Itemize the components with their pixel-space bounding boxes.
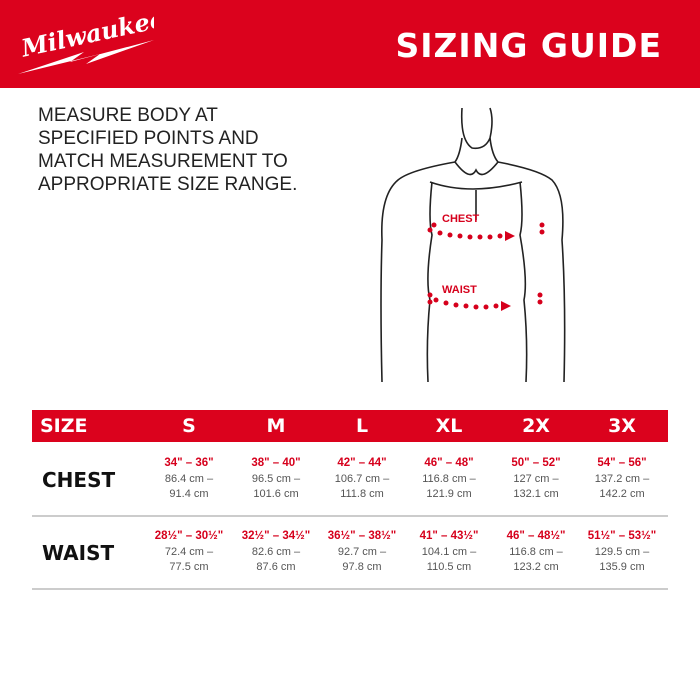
table-cell: 28½" – 30½" 72.4 cm – 77.5 cm — [153, 530, 225, 575]
cm-value: 86.4 cm – 91.4 cm — [164, 473, 214, 500]
size-header: SIZE — [40, 415, 88, 437]
table-cell: 38" – 40" 96.5 cm – 101.6 cm — [240, 457, 312, 502]
inches-value: 32½" – 34½" — [241, 530, 311, 542]
chest-label: CHEST — [442, 213, 480, 225]
cm-value: 92.7 cm – 97.8 cm — [337, 546, 387, 573]
header-banner: Milwaukee SIZING GUIDE — [0, 0, 700, 88]
row-label-chest: CHEST — [42, 468, 116, 492]
table-cell: 34" – 36" 86.4 cm – 91.4 cm — [153, 457, 225, 502]
cm-value: 72.4 cm – 77.5 cm — [164, 546, 214, 573]
instructions-text: MEASURE BODY AT SPECIFIED POINTS AND MAT… — [38, 105, 298, 195]
inches-value: 51½" – 53½" — [587, 530, 657, 542]
cm-value: 127 cm – 132.1 cm — [513, 473, 559, 500]
cm-value: 116.8 cm – 123.2 cm — [509, 546, 563, 573]
table-cell: 51½" – 53½" 129.5 cm – 135.9 cm — [586, 530, 658, 575]
size-s: S — [182, 415, 196, 437]
inches-value: 54" – 56" — [597, 457, 647, 469]
inches-value: 42" – 44" — [337, 457, 387, 469]
milwaukee-logo: Milwaukee — [14, 4, 167, 81]
inches-value: 38" – 40" — [251, 457, 301, 469]
size-3x: 3X — [608, 415, 636, 437]
table-cell: 42" – 44" 106.7 cm – 111.8 cm — [326, 457, 398, 502]
table-cell: 46" – 48½" 116.8 cm – 123.2 cm — [500, 530, 572, 575]
row-divider — [32, 588, 668, 590]
cm-value: 82.6 cm – 87.6 cm — [251, 546, 301, 573]
table-cell: 36½" – 38½" 92.7 cm – 97.8 cm — [326, 530, 398, 575]
inches-value: 36½" – 38½" — [327, 530, 397, 542]
inches-value: 50" – 52" — [511, 457, 561, 469]
waist-label: WAIST — [442, 284, 477, 296]
size-2x: 2X — [522, 415, 550, 437]
cm-value: 104.1 cm – 110.5 cm — [421, 546, 477, 573]
size-m: M — [266, 415, 286, 437]
table-cell: 50" – 52" 127 cm – 132.1 cm — [500, 457, 572, 502]
inches-value: 46" – 48" — [424, 457, 474, 469]
cm-value: 106.7 cm – 111.8 cm — [334, 473, 390, 500]
size-l: L — [355, 415, 369, 437]
cm-value: 129.5 cm – 135.9 cm — [594, 546, 650, 573]
page-title: SIZING GUIDE — [395, 26, 662, 65]
table-cell: 54" – 56" 137.2 cm – 142.2 cm — [586, 457, 658, 502]
body-figure: CHEST WAIST — [370, 100, 570, 390]
table-cell: 32½" – 34½" 82.6 cm – 87.6 cm — [240, 530, 312, 575]
row-divider — [32, 515, 668, 517]
inches-value: 41" – 43½" — [419, 530, 479, 542]
row-label-waist: WAIST — [42, 541, 115, 565]
table-cell: 46" – 48" 116.8 cm – 121.9 cm — [413, 457, 485, 502]
cm-value: 116.8 cm – 121.9 cm — [422, 473, 476, 500]
svg-text:Milwaukee: Milwaukee — [18, 14, 154, 63]
inches-value: 28½" – 30½" — [154, 530, 224, 542]
size-header-row: SIZE S M L XL 2X 3X — [32, 410, 668, 442]
cm-value: 96.5 cm – 101.6 cm — [251, 473, 301, 500]
cm-value: 137.2 cm – 142.2 cm — [594, 473, 650, 500]
inches-value: 46" – 48½" — [506, 530, 566, 542]
table-cell: 41" – 43½" 104.1 cm – 110.5 cm — [413, 530, 485, 575]
size-xl: XL — [435, 415, 463, 437]
inches-value: 34" – 36" — [164, 457, 214, 469]
